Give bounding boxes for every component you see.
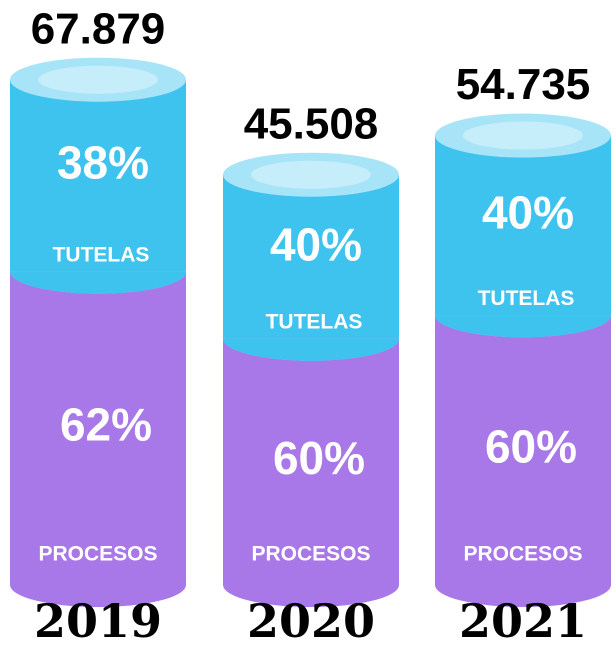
segment-bottom-curve [10,271,187,294]
total-label: 54.735 [456,60,591,109]
value-label: 38% [57,136,149,188]
value-label: 60% [273,432,365,484]
series-label: PROCESOS [463,543,582,566]
value-label: 62% [60,399,152,451]
bar-segment [10,79,186,272]
bar-segment [435,135,611,316]
series-label: PROCESOS [251,543,370,566]
value-label: 40% [270,219,362,271]
value-label: 60% [485,420,577,472]
total-label: 45.508 [244,99,379,148]
series-label: TUTELAS [53,243,150,266]
x-tick-label: 2021 [459,594,587,648]
total-label: 67.879 [31,4,166,53]
bar-segment [435,315,611,585]
cylinder-top-inner [463,121,583,150]
cylinder-top-inner [38,65,158,94]
value-label: 40% [482,187,574,239]
series-label: PROCESOS [38,543,157,566]
segment-bottom-curve [435,315,611,338]
segment-bottom-curve [223,338,399,361]
bar-segment [223,338,399,585]
bar-segment [10,271,186,585]
series-label: TUTELAS [266,310,363,333]
bar-segment [223,174,399,339]
series-label: TUTELAS [478,287,575,310]
x-tick-label: 2020 [247,594,375,648]
x-tick-label: 2019 [34,594,162,648]
cylinder-top-inner [251,160,371,189]
